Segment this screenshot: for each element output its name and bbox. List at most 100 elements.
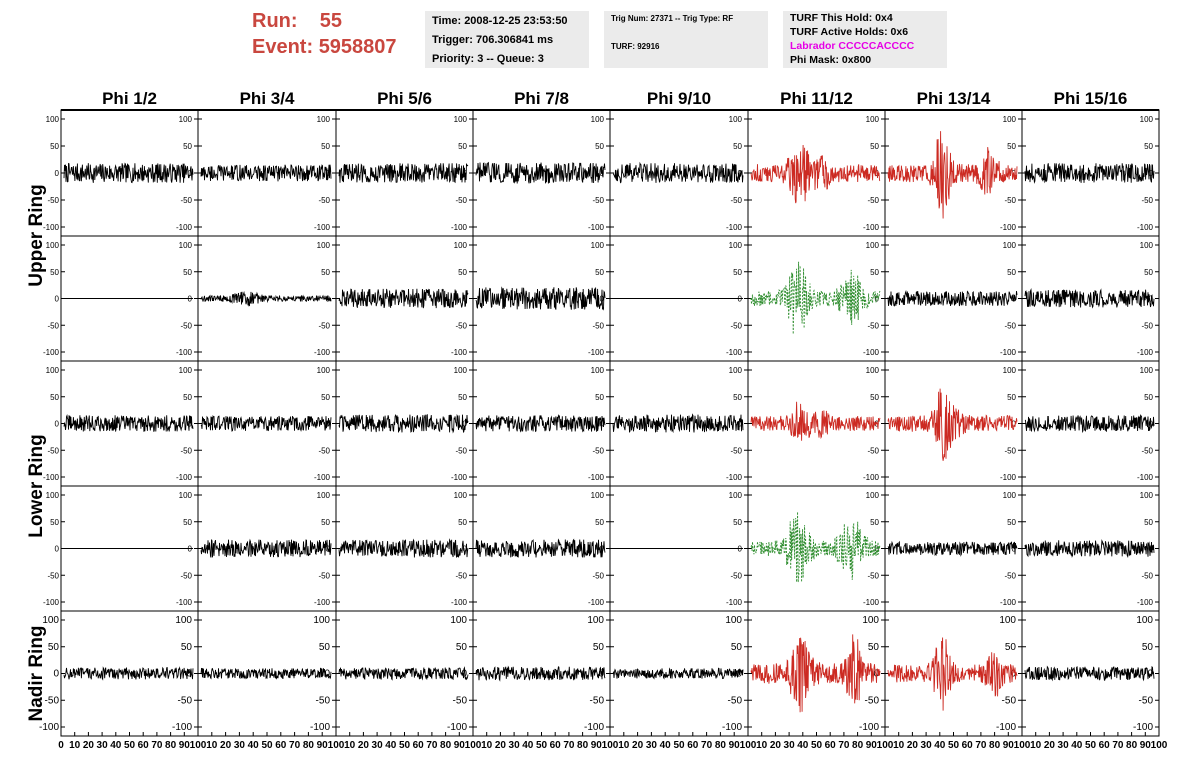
y-tick-label: 50 bbox=[733, 142, 742, 151]
waveform-line bbox=[613, 161, 744, 184]
x-tick-label: 40 bbox=[248, 740, 260, 751]
y-tick-label: 50 bbox=[319, 642, 331, 653]
y-tick-label: 50 bbox=[1007, 142, 1016, 151]
y-tick-label: 100 bbox=[179, 491, 193, 500]
y-tick-label: 100 bbox=[179, 241, 193, 250]
x-tick-label: 30 bbox=[784, 740, 796, 751]
waveform-line bbox=[612, 667, 744, 680]
x-tick-label: 90 bbox=[866, 740, 878, 751]
x-tick-label: 30 bbox=[921, 740, 933, 751]
x-tick-label: 50 bbox=[536, 740, 548, 751]
x-tick-label: 90 bbox=[317, 740, 329, 751]
y-tick-label: 50 bbox=[183, 142, 192, 151]
y-tick-label: -50 bbox=[867, 446, 879, 455]
waveform-line bbox=[63, 666, 194, 681]
y-tick-label: -50 bbox=[592, 321, 604, 330]
y-tick-label: 100 bbox=[317, 115, 331, 124]
y-tick-label: -100 bbox=[863, 223, 880, 232]
y-tick-label: -50 bbox=[453, 695, 468, 706]
y-tick-label: 50 bbox=[321, 393, 330, 402]
y-tick-label: 100 bbox=[1140, 241, 1154, 250]
y-tick-label: 0 bbox=[1149, 169, 1154, 178]
y-tick-label: 100 bbox=[866, 491, 880, 500]
y-tick-label: -100 bbox=[588, 598, 605, 607]
run-header: Run: 55 Event: 5958807 bbox=[252, 8, 397, 60]
x-tick-label: 70 bbox=[701, 740, 713, 751]
y-tick-label: -50 bbox=[730, 321, 742, 330]
y-tick-label: 100 bbox=[729, 241, 743, 250]
y-tick-label: 50 bbox=[458, 393, 467, 402]
run-line: Run: 55 bbox=[252, 8, 397, 34]
x-tick-label: 50 bbox=[124, 740, 136, 751]
ring-label: Lower Ring bbox=[26, 434, 47, 537]
x-tick-label: 20 bbox=[358, 740, 370, 751]
y-tick-label: 50 bbox=[1007, 268, 1016, 277]
y-tick-label: 50 bbox=[593, 642, 605, 653]
waveform-line bbox=[63, 162, 194, 184]
y-tick-label: -100 bbox=[451, 348, 468, 357]
x-tick-label: 100 bbox=[328, 740, 345, 751]
y-tick-label: 100 bbox=[46, 241, 60, 250]
waveform-line bbox=[887, 637, 1018, 711]
trig-info-box: Trig Num: 27371 -- Trig Type: RF TURF: 9… bbox=[604, 11, 768, 68]
y-tick-label: -50 bbox=[730, 196, 742, 205]
y-tick-label: -100 bbox=[43, 348, 60, 357]
x-tick-label: 60 bbox=[550, 740, 562, 751]
y-tick-label: 50 bbox=[50, 393, 59, 402]
y-tick-label: -50 bbox=[47, 571, 59, 580]
y-tick-label: 100 bbox=[866, 366, 880, 375]
y-tick-label: 50 bbox=[48, 642, 60, 653]
x-tick-label: 30 bbox=[372, 740, 384, 751]
y-tick-label: -50 bbox=[47, 321, 59, 330]
x-tick-label: 70 bbox=[975, 740, 987, 751]
x-tick-label: 70 bbox=[563, 740, 575, 751]
x-tick-label: 90 bbox=[729, 740, 741, 751]
y-tick-label: 100 bbox=[1140, 491, 1154, 500]
y-tick-label: 100 bbox=[591, 366, 605, 375]
y-tick-label: 0 bbox=[55, 420, 60, 429]
x-tick-label: 90 bbox=[591, 740, 603, 751]
waveform-line bbox=[475, 665, 606, 682]
y-tick-label: -50 bbox=[730, 571, 742, 580]
y-tick-label: 0 bbox=[875, 295, 880, 304]
x-tick-label: 10 bbox=[206, 740, 218, 751]
waveform-line bbox=[338, 666, 469, 681]
y-tick-label: 50 bbox=[458, 518, 467, 527]
x-tick-label: 40 bbox=[934, 740, 946, 751]
x-tick-label: 70 bbox=[426, 740, 438, 751]
x-tick-label: 80 bbox=[715, 740, 727, 751]
y-tick-label: -50 bbox=[730, 446, 742, 455]
y-tick-label: 0 bbox=[188, 295, 193, 304]
turf-this-hold-text: TURF This Hold: 0x4 bbox=[790, 12, 893, 24]
y-tick-label: 50 bbox=[870, 518, 879, 527]
y-tick-label: -100 bbox=[863, 598, 880, 607]
y-tick-label: -50 bbox=[1141, 321, 1153, 330]
y-tick-label: -50 bbox=[592, 571, 604, 580]
y-tick-label: -50 bbox=[455, 196, 467, 205]
column-title: Phi 13/14 bbox=[917, 89, 991, 108]
x-tick-label: 70 bbox=[838, 740, 850, 751]
y-tick-label: 0 bbox=[53, 669, 59, 680]
y-tick-label: 100 bbox=[591, 491, 605, 500]
time-text: Time: 2008-12-25 23:53:50 bbox=[432, 15, 568, 27]
y-tick-label: -100 bbox=[726, 223, 743, 232]
y-tick-label: 50 bbox=[1144, 142, 1153, 151]
y-tick-label: 0 bbox=[463, 545, 468, 554]
waveform-line bbox=[887, 289, 1018, 307]
y-tick-label: -100 bbox=[176, 348, 193, 357]
y-tick-label: 50 bbox=[733, 393, 742, 402]
y-tick-label: 100 bbox=[454, 115, 468, 124]
y-tick-label: -100 bbox=[1000, 348, 1017, 357]
y-tick-label: -50 bbox=[592, 196, 604, 205]
y-tick-label: -100 bbox=[314, 473, 331, 482]
x-tick-label: 20 bbox=[1044, 740, 1056, 751]
y-tick-label: 0 bbox=[188, 420, 193, 429]
y-tick-label: 50 bbox=[733, 518, 742, 527]
y-tick-label: -50 bbox=[45, 695, 60, 706]
x-tick-label: 100 bbox=[190, 740, 207, 751]
x-tick-label: 60 bbox=[413, 740, 425, 751]
y-tick-label: -50 bbox=[1139, 695, 1154, 706]
waveform-line bbox=[338, 538, 469, 558]
waveform-line bbox=[1024, 414, 1155, 434]
x-tick-label: 50 bbox=[673, 740, 685, 751]
